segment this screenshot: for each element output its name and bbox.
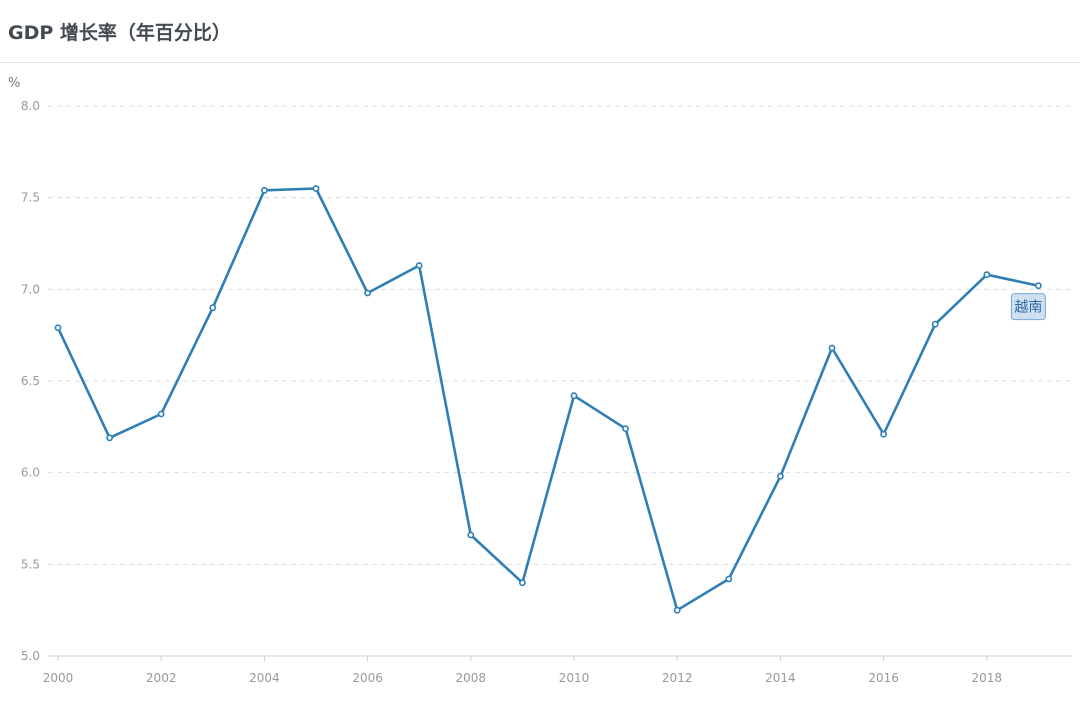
x-axis-ticks: 2000 2002 2004 2006 2008 2010 2012 2014 2016 2018 bbox=[43, 656, 1002, 685]
series-label-layer[interactable]: 越南 bbox=[1010, 293, 1046, 321]
data-point[interactable] bbox=[415, 262, 423, 269]
x-tick-label: 2014 bbox=[765, 671, 796, 685]
data-point[interactable] bbox=[880, 430, 887, 438]
x-tick-label: 2008 bbox=[456, 671, 487, 685]
data-point[interactable] bbox=[209, 304, 217, 312]
data-point[interactable] bbox=[260, 186, 268, 194]
y-axis-unit: % bbox=[8, 76, 21, 91]
data-point[interactable] bbox=[364, 289, 371, 297]
x-tick-label: 2006 bbox=[352, 671, 383, 685]
x-tick-label: 2016 bbox=[868, 671, 899, 685]
series-line bbox=[56, 187, 1040, 612]
x-tick-label: 2010 bbox=[559, 671, 590, 685]
data-point[interactable] bbox=[1035, 282, 1042, 290]
data-point[interactable] bbox=[467, 531, 475, 539]
data-point[interactable] bbox=[157, 410, 165, 418]
y-tick-label: 7.5 bbox=[21, 191, 40, 205]
x-tick-label: 2002 bbox=[146, 671, 177, 685]
x-tick-label: 2012 bbox=[662, 671, 693, 685]
y-tick-label: 5.5 bbox=[21, 557, 40, 571]
y-tick-label: 6.0 bbox=[21, 466, 40, 480]
data-point[interactable] bbox=[931, 320, 939, 328]
series-label-badge[interactable] bbox=[1010, 293, 1046, 321]
data-point[interactable] bbox=[106, 434, 113, 442]
data-point[interactable] bbox=[983, 271, 991, 279]
x-tick-label: 2018 bbox=[972, 671, 1003, 685]
y-tick-label: 6.5 bbox=[21, 374, 40, 388]
chart-title: GDP 增长率（年百分比） bbox=[8, 22, 231, 44]
data-point[interactable] bbox=[54, 324, 62, 332]
data-point[interactable] bbox=[777, 472, 784, 480]
x-tick-label: 2000 bbox=[43, 671, 74, 685]
data-point[interactable] bbox=[570, 392, 578, 400]
x-tick-label: 2004 bbox=[249, 671, 280, 685]
y-axis-ticks: 8.0 7.5 7.0 6.5 6.0 5.5 5.0 bbox=[21, 99, 40, 663]
data-point[interactable] bbox=[673, 606, 681, 614]
chart-header: GDP 增长率（年百分比） bbox=[0, 0, 1080, 63]
y-tick-label: 5.0 bbox=[21, 649, 40, 663]
data-point[interactable] bbox=[312, 185, 320, 192]
series-layer bbox=[54, 185, 1042, 614]
data-point[interactable] bbox=[519, 579, 526, 587]
data-point[interactable] bbox=[725, 575, 733, 583]
data-point[interactable] bbox=[622, 425, 629, 433]
y-tick-label: 7.0 bbox=[21, 282, 40, 296]
y-tick-label: 8.0 bbox=[21, 99, 40, 113]
series-label: 越南 bbox=[1014, 300, 1042, 316]
data-point[interactable] bbox=[828, 344, 836, 352]
gridlines bbox=[48, 105, 1072, 657]
